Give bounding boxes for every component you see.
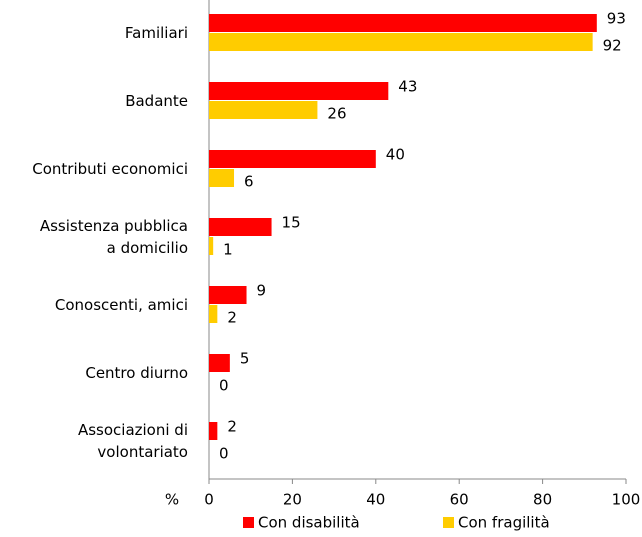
category-line: Badante bbox=[125, 92, 188, 110]
x-axis-label: % bbox=[165, 491, 179, 509]
x-tick-label: 0 bbox=[204, 491, 214, 509]
category-label: Familiari bbox=[125, 24, 188, 42]
category-line: Associazioni di bbox=[78, 421, 188, 439]
legend-swatch bbox=[443, 517, 454, 528]
value-label: 9 bbox=[257, 282, 267, 300]
bar bbox=[209, 169, 235, 187]
bar bbox=[209, 150, 376, 168]
value-label: 93 bbox=[607, 10, 626, 28]
bar bbox=[209, 101, 318, 119]
bar bbox=[209, 33, 593, 51]
category-label: Associazioni di volontariato bbox=[78, 421, 188, 461]
bar bbox=[209, 237, 214, 255]
value-label: 15 bbox=[282, 214, 301, 232]
value-label: 0 bbox=[219, 445, 229, 463]
value-label: 6 bbox=[244, 173, 254, 191]
bar bbox=[209, 286, 247, 304]
category-line: a domicilio bbox=[107, 239, 188, 257]
bar bbox=[209, 82, 389, 100]
value-label: 5 bbox=[240, 350, 250, 368]
value-label: 2 bbox=[227, 418, 237, 436]
value-label: 92 bbox=[603, 37, 622, 55]
value-label: 0 bbox=[219, 377, 229, 395]
category-line: Conoscenti, amici bbox=[55, 296, 188, 314]
value-label: 40 bbox=[386, 146, 405, 164]
category-line: volontariato bbox=[97, 443, 188, 461]
legend-swatch bbox=[243, 517, 254, 528]
category-label: Contributi economici bbox=[32, 160, 188, 178]
x-tick-label: 80 bbox=[533, 491, 552, 509]
value-label: 2 bbox=[227, 309, 237, 327]
bar bbox=[209, 218, 272, 236]
x-tick-label: 20 bbox=[283, 491, 302, 509]
bar bbox=[209, 14, 597, 32]
category-label: Centro diurno bbox=[85, 364, 188, 382]
category-line: Contributi economici bbox=[32, 160, 188, 178]
x-tick-label: 60 bbox=[450, 491, 469, 509]
x-tick-label: 100 bbox=[612, 491, 641, 509]
category-label: Conoscenti, amici bbox=[55, 296, 188, 314]
value-label: 26 bbox=[327, 105, 346, 123]
category-line: Centro diurno bbox=[85, 364, 188, 382]
category-label: Badante bbox=[125, 92, 188, 110]
bar bbox=[209, 305, 218, 323]
category-line: Familiari bbox=[125, 24, 188, 42]
category-label: Assistenza pubblica a domicilio bbox=[40, 217, 188, 257]
bar bbox=[209, 422, 218, 440]
legend-label: Con disabilità bbox=[258, 514, 360, 532]
category-line: Assistenza pubblica bbox=[40, 217, 188, 235]
value-label: 1 bbox=[223, 241, 233, 259]
value-label: 43 bbox=[398, 78, 417, 96]
legend-label: Con fragilità bbox=[458, 514, 550, 532]
x-tick-label: 40 bbox=[366, 491, 385, 509]
bar bbox=[209, 354, 230, 372]
